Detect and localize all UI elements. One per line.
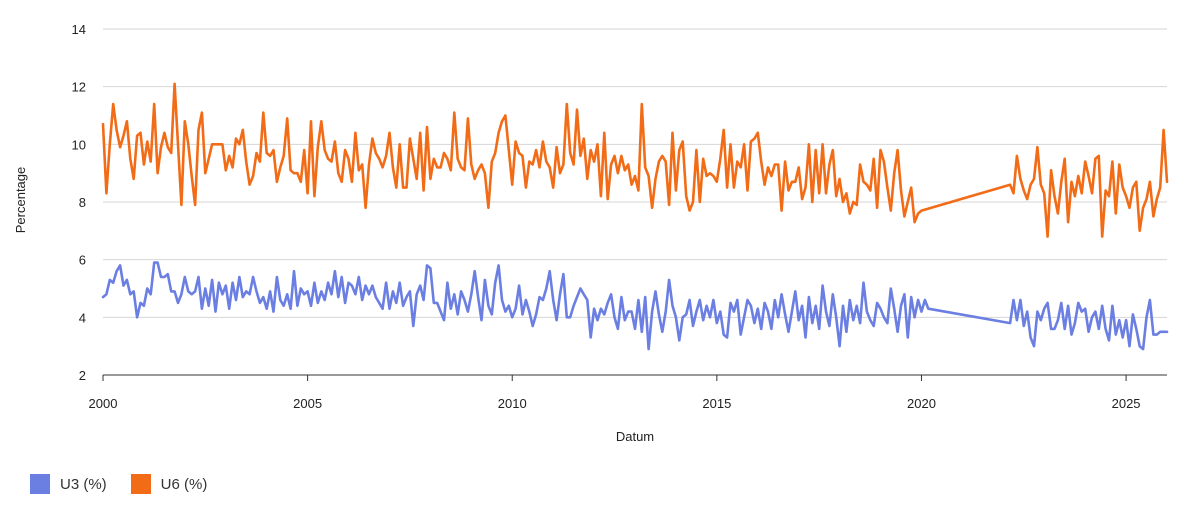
series-layer xyxy=(101,82,1169,351)
legend-label-u6: U6 (%) xyxy=(160,475,208,493)
y-tick-label-12: 12 xyxy=(72,80,86,95)
y-tick-label-10: 10 xyxy=(72,137,86,152)
y-tick-label-14: 14 xyxy=(72,22,86,37)
legend-item-u3[interactable]: U3 (%) xyxy=(30,474,107,494)
legend-label-u3: U3 (%) xyxy=(60,475,107,493)
y-tick-label-6: 6 xyxy=(79,253,86,268)
line-chart: 2 4 6 8 10 12 14 2000 2005 2010 2015 2020 2025 Datum… xyxy=(13,22,1169,444)
x-tick-label-2015: 2015 xyxy=(702,396,731,411)
grid-layer xyxy=(103,28,1167,318)
x-tick-label-2025: 2025 xyxy=(1112,396,1141,411)
legend-item-u6[interactable]: U6 (%) xyxy=(130,474,208,494)
x-tick-label-2000: 2000 xyxy=(89,396,118,411)
legend: U3 (%) U6 (%) xyxy=(30,474,231,494)
x-axis-title: Datum xyxy=(616,429,654,444)
y-tick-label-8: 8 xyxy=(79,195,86,210)
x-tick-label-2020: 2020 xyxy=(907,396,936,411)
legend-swatch-u3 xyxy=(30,474,50,494)
series-line-u6[interactable] xyxy=(101,82,1169,238)
y-tick-label-4: 4 xyxy=(79,310,86,325)
x-tick-label-2010: 2010 xyxy=(498,396,527,411)
legend-swatch-u6 xyxy=(130,474,151,494)
x-tick-label-2005: 2005 xyxy=(293,396,322,411)
y-axis-title: Percentage xyxy=(13,167,28,234)
tick-label-layer: 2 4 6 8 10 12 14 2000 2005 2010 2015 2020 2025 xyxy=(72,22,1141,411)
y-tick-label-2: 2 xyxy=(79,368,86,383)
series-line-u3[interactable] xyxy=(101,261,1169,351)
